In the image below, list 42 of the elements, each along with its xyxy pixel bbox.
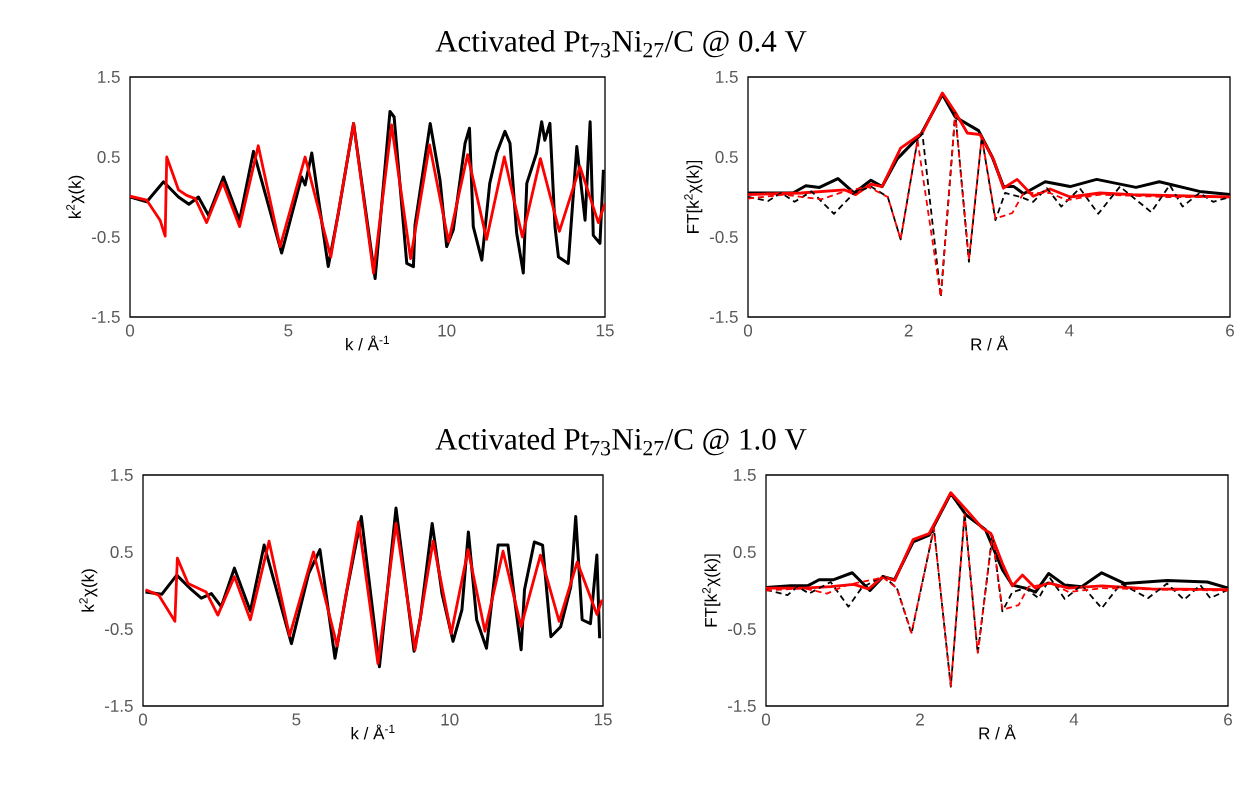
x-axis-title: R / Å <box>979 724 1016 740</box>
x-axis-title: k / Å$^{-1}$ <box>351 724 395 740</box>
y-tick-label: -1.5 <box>727 700 756 712</box>
x-tick-label: 10 <box>441 713 459 726</box>
x-tick-label: 4 <box>1069 713 1079 726</box>
y-axis-title: k$^{2}$χ(k) <box>66 175 85 219</box>
y-axis-title: k$^{2}$χ(k) <box>79 569 98 612</box>
x-tick-label: 0 <box>125 324 135 337</box>
y-tick-label: -0.5 <box>709 230 738 244</box>
y-tick-label: 1.5 <box>734 469 756 481</box>
y-tick-label: 1.5 <box>111 469 133 481</box>
x-tick-label: 5 <box>292 713 301 726</box>
x-axis-title: R / Å <box>971 335 1008 351</box>
y-tick-label: 0.5 <box>733 545 756 559</box>
y-tick-label: 0.5 <box>97 150 120 164</box>
y-tick-label: 1.5 <box>98 71 120 83</box>
y-tick-label: 0.5 <box>715 150 738 164</box>
x-tick-label: 15 <box>596 324 614 337</box>
x-tick-label: 2 <box>904 324 913 337</box>
chart-title: Activated Pt$_{73}$Ni$_{27}$/C @ 1.0 V <box>435 427 807 456</box>
y-tick-label: 1.5 <box>716 71 738 83</box>
y-axis-title: FT[k$^{2}$χ(k)] <box>702 554 721 627</box>
x-tick-label: 10 <box>438 324 456 337</box>
chart-title: Activated Pt$_{73}$Ni$_{27}$/C @ 0.4 V <box>435 29 807 58</box>
x-tick-label: 0 <box>743 324 753 337</box>
y-tick-label: -0.5 <box>727 622 756 636</box>
y-tick-label: -1.5 <box>709 311 738 323</box>
y-axis-title: FT[k$^{2}$χ(k)] <box>684 160 703 233</box>
x-tick-label: 4 <box>1065 324 1074 337</box>
y-tick-label: -1.5 <box>91 311 120 323</box>
y-tick-label: -0.5 <box>91 230 120 244</box>
x-tick-label: 0 <box>138 713 148 726</box>
y-tick-label: -0.5 <box>104 622 133 636</box>
x-tick-label: 6 <box>1226 324 1234 337</box>
x-axis-title: k / Å$^{-1}$ <box>346 335 389 351</box>
x-tick-label: 5 <box>284 324 293 337</box>
x-tick-label: 15 <box>594 713 612 726</box>
x-tick-label: 0 <box>761 713 771 726</box>
x-tick-label: 6 <box>1224 713 1232 726</box>
y-tick-label: -1.5 <box>104 700 133 712</box>
y-tick-label: 0.5 <box>110 545 133 559</box>
x-tick-label: 2 <box>916 713 924 726</box>
